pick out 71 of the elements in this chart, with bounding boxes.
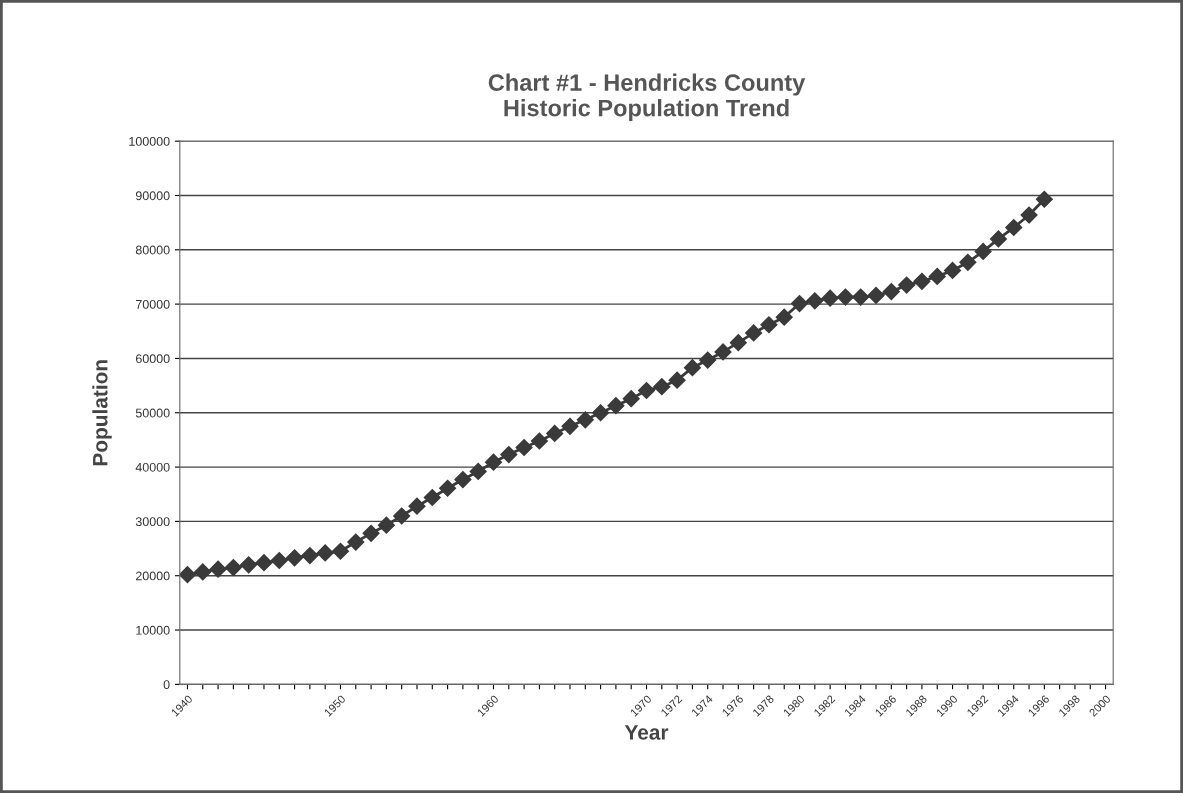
y-tick-label: 90000 bbox=[135, 191, 170, 201]
point bbox=[668, 371, 686, 389]
y-tick-label: 40000 bbox=[135, 462, 170, 472]
point bbox=[194, 563, 212, 581]
chart-title: Chart #1 - Hendricks County Historic Population Trend bbox=[488, 73, 806, 122]
point bbox=[179, 566, 197, 584]
y-tick-label: 20000 bbox=[135, 571, 170, 581]
point bbox=[439, 479, 457, 497]
point bbox=[943, 261, 962, 279]
y-tick-label: 70000 bbox=[135, 299, 170, 309]
point bbox=[454, 471, 472, 489]
point bbox=[989, 230, 1007, 248]
point bbox=[377, 516, 395, 534]
point bbox=[255, 554, 273, 572]
point bbox=[270, 551, 288, 570]
point bbox=[729, 334, 747, 352]
y-tick-label: 10000 bbox=[136, 625, 170, 635]
point bbox=[775, 308, 793, 326]
point bbox=[393, 507, 411, 525]
y-tick-label: 30000 bbox=[135, 517, 170, 527]
point bbox=[1035, 190, 1053, 208]
y-tick-label: 80000 bbox=[135, 245, 170, 255]
point bbox=[882, 283, 900, 301]
y-tick-label: 60000 bbox=[135, 354, 170, 364]
point bbox=[224, 559, 242, 577]
y-tick-label: 100000 bbox=[129, 136, 170, 146]
point bbox=[790, 295, 809, 313]
point bbox=[959, 253, 977, 271]
point bbox=[852, 288, 870, 306]
point bbox=[607, 397, 625, 415]
point bbox=[683, 359, 701, 377]
point bbox=[530, 432, 548, 450]
point bbox=[898, 276, 916, 294]
point bbox=[821, 289, 839, 307]
point bbox=[974, 242, 992, 260]
point bbox=[316, 544, 334, 562]
point bbox=[331, 542, 350, 560]
point bbox=[362, 524, 380, 542]
point bbox=[1020, 206, 1038, 224]
point bbox=[500, 446, 518, 464]
point bbox=[286, 549, 304, 567]
y-axis-title: Population bbox=[92, 360, 112, 466]
point bbox=[913, 272, 931, 290]
point bbox=[714, 343, 732, 361]
point bbox=[928, 267, 946, 285]
point bbox=[867, 286, 885, 304]
point bbox=[1005, 218, 1023, 237]
point bbox=[836, 288, 854, 306]
point bbox=[546, 424, 564, 442]
point bbox=[408, 497, 426, 515]
point bbox=[484, 453, 503, 471]
point bbox=[653, 378, 671, 396]
point bbox=[637, 381, 656, 400]
point bbox=[592, 404, 610, 422]
point bbox=[209, 560, 227, 578]
x-axis-title: Year bbox=[624, 725, 669, 740]
point bbox=[760, 316, 778, 334]
point bbox=[699, 351, 717, 369]
point bbox=[576, 411, 594, 429]
y-tick-label: 0 bbox=[163, 680, 170, 690]
point bbox=[301, 547, 319, 565]
point bbox=[806, 292, 824, 310]
point bbox=[347, 533, 365, 551]
point bbox=[240, 556, 258, 574]
point bbox=[469, 462, 487, 480]
point bbox=[745, 324, 763, 342]
point bbox=[561, 417, 579, 435]
point bbox=[515, 438, 533, 457]
point bbox=[423, 488, 441, 507]
y-tick-label: 50000 bbox=[135, 408, 170, 418]
point bbox=[622, 390, 640, 408]
